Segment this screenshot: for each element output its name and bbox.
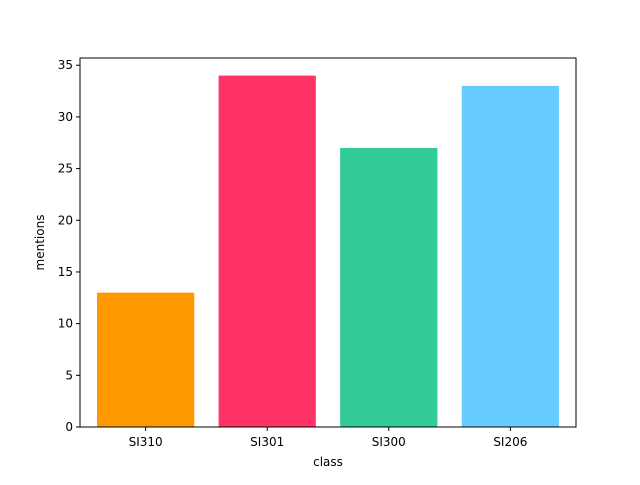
y-tick-label: 5 <box>65 368 73 382</box>
bar-si206 <box>461 85 559 427</box>
x-axis-ticks: SI310 SI301 SI300 SI206 <box>129 427 527 449</box>
y-tick-label: 20 <box>58 213 73 227</box>
x-axis-label: class <box>313 455 343 469</box>
x-tick-label-si310: SI310 <box>129 435 163 449</box>
y-axis-label: mentions <box>33 215 47 271</box>
y-axis-ticks: 0 5 10 15 20 25 30 35 <box>58 58 80 434</box>
y-tick-label: 10 <box>58 317 73 331</box>
x-tick-label-si206: SI206 <box>493 435 527 449</box>
axes-frame <box>79 57 577 428</box>
x-tick-label-si300: SI300 <box>372 435 406 449</box>
y-tick-label: 15 <box>58 265 73 279</box>
y-tick-label: 35 <box>58 58 73 72</box>
bar-si310 <box>97 292 195 427</box>
y-tick-label: 30 <box>58 110 73 124</box>
bar-si300 <box>340 147 438 427</box>
bar-si301 <box>218 75 316 428</box>
x-tick-label-si301: SI301 <box>250 435 284 449</box>
y-tick-label: 25 <box>58 162 73 176</box>
bars-group <box>97 75 559 428</box>
y-tick-label: 0 <box>65 420 73 434</box>
